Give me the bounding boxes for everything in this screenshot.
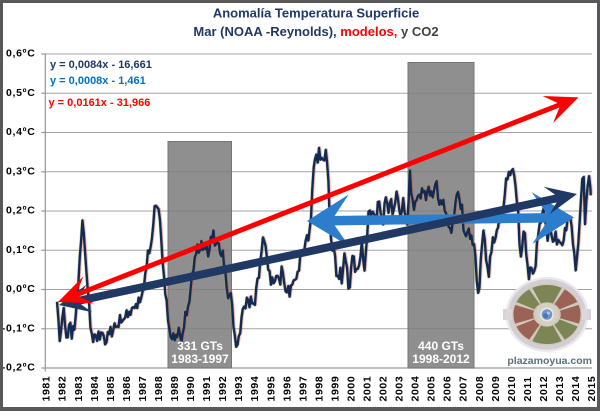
svg-text:1998: 1998 (313, 376, 325, 402)
svg-text:2015: 2015 (586, 376, 598, 402)
svg-text:2010: 2010 (506, 376, 518, 402)
svg-text:1989: 1989 (169, 376, 181, 402)
svg-text:-0,1ºC: -0,1ºC (2, 322, 36, 334)
svg-text:2008: 2008 (474, 376, 486, 402)
svg-text:1992: 1992 (217, 376, 229, 402)
svg-text:2003: 2003 (394, 376, 406, 402)
svg-text:2012: 2012 (538, 376, 550, 402)
svg-text:1998-2012: 1998-2012 (412, 352, 470, 366)
svg-text:1994: 1994 (249, 376, 261, 402)
svg-text:1990: 1990 (185, 376, 197, 402)
svg-text:1986: 1986 (121, 376, 133, 402)
svg-text:-0,2ºC: -0,2ºC (2, 362, 36, 374)
svg-text:y = 0,0161x - 31,966: y = 0,0161x - 31,966 (49, 97, 151, 109)
svg-text:2000: 2000 (346, 376, 358, 402)
svg-text:1991: 1991 (201, 376, 213, 402)
svg-text:2004: 2004 (410, 376, 422, 402)
svg-text:331 GTs: 331 GTs (177, 339, 223, 353)
svg-text:0,5ºC: 0,5ºC (6, 87, 36, 99)
svg-text:1983: 1983 (73, 376, 85, 402)
svg-text:plazamoyua.com: plazamoyua.com (507, 355, 592, 367)
svg-text:0,2ºC: 0,2ºC (6, 205, 36, 217)
svg-text:y = 0,0084x - 16,661: y = 0,0084x - 16,661 (50, 59, 152, 71)
svg-text:1988: 1988 (153, 376, 165, 402)
svg-text:0,6ºC: 0,6ºC (6, 48, 36, 60)
svg-text:y = 0,0008x - 1,461: y = 0,0008x - 1,461 (50, 75, 146, 87)
svg-text:0,4ºC: 0,4ºC (6, 126, 36, 138)
svg-text:1982: 1982 (57, 376, 69, 402)
svg-text:1999: 1999 (329, 376, 341, 402)
svg-text:Mar (NOAA -Reynolds), modelos,: Mar (NOAA -Reynolds), modelos, y CO2 (193, 24, 438, 39)
svg-text:1993: 1993 (233, 376, 245, 402)
svg-text:2009: 2009 (490, 376, 502, 402)
svg-text:1996: 1996 (281, 376, 293, 402)
svg-text:2002: 2002 (378, 376, 390, 402)
svg-text:1983-1997: 1983-1997 (171, 352, 229, 366)
svg-text:440 GTs: 440 GTs (418, 339, 464, 353)
svg-text:2007: 2007 (458, 376, 470, 402)
svg-text:1987: 1987 (137, 376, 149, 402)
svg-text:1985: 1985 (105, 376, 117, 402)
svg-text:Anomalía Temperatura Superfici: Anomalía Temperatura Superficie (213, 6, 419, 21)
svg-text:1981: 1981 (41, 376, 53, 402)
svg-text:1984: 1984 (89, 376, 101, 402)
svg-text:1995: 1995 (265, 376, 277, 402)
svg-text:0,0ºC: 0,0ºC (6, 283, 36, 295)
svg-text:2005: 2005 (426, 376, 438, 402)
svg-text:0,1ºC: 0,1ºC (6, 244, 36, 256)
svg-text:0,3ºC: 0,3ºC (6, 165, 36, 177)
svg-text:2001: 2001 (362, 376, 374, 402)
svg-text:2011: 2011 (522, 376, 534, 401)
svg-text:1997: 1997 (297, 376, 309, 402)
svg-text:2013: 2013 (554, 376, 566, 402)
svg-text:2014: 2014 (570, 376, 582, 402)
svg-text:2006: 2006 (442, 376, 454, 402)
